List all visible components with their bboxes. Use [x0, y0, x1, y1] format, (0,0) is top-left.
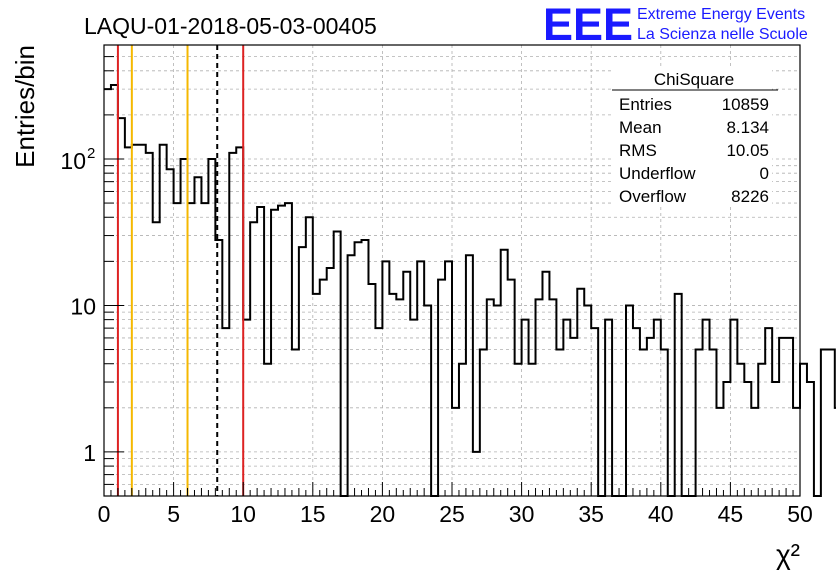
stats-title: ChiSquare	[654, 70, 734, 89]
x-tick-label: 0	[98, 501, 111, 527]
x-tick-label: 40	[648, 501, 674, 527]
chart-title: LAQU-01-2018-05-03-00405	[84, 13, 377, 39]
eee-logo: EEE	[543, 0, 633, 50]
stats-box: ChiSquare Entries 10859 Mean 8.134 RMS 1…	[612, 67, 778, 207]
stats-label-rms: RMS	[619, 141, 657, 160]
x-tick-label: 45	[718, 501, 744, 527]
reference-lines	[116, 45, 245, 496]
y-tick-label-exponent: 2	[87, 145, 95, 162]
x-tick-label: 35	[578, 501, 604, 527]
y-tick-label: 10	[60, 148, 86, 174]
stats-value-entries: 10859	[722, 95, 769, 114]
stats-value-underflow: 0	[760, 164, 769, 183]
x-tick-labels: 0 5 10 15 20 25 30 35 40 45 50	[98, 501, 813, 527]
stats-label-mean: Mean	[619, 118, 662, 137]
logo-line-1: Extreme Energy Events	[637, 6, 805, 23]
stats-label-overflow: Overflow	[619, 187, 687, 206]
x-tick-label: 5	[167, 501, 180, 527]
stats-value-rms: 10.05	[726, 141, 769, 160]
x-tick-label: 25	[439, 501, 465, 527]
y-tick-label: 10	[70, 293, 96, 319]
y-axis-label: Entries/bin	[10, 45, 40, 168]
x-tick-label: 10	[230, 501, 256, 527]
stats-label-underflow: Underflow	[619, 164, 696, 183]
x-tick-label: 15	[300, 501, 326, 527]
x-tick-label: 50	[787, 501, 813, 527]
logo-line-2: La Scienza nelle Scuole	[637, 26, 808, 43]
stats-label-entries: Entries	[619, 95, 672, 114]
x-axis-label: χ²	[776, 539, 800, 570]
stats-value-mean: 8.134	[726, 118, 769, 137]
axis-ticks	[103, 44, 801, 497]
y-tick-label: 1	[83, 440, 96, 466]
x-tick-label: 30	[509, 501, 535, 527]
x-tick-label: 20	[370, 501, 396, 527]
stats-value-overflow: 8226	[731, 187, 769, 206]
